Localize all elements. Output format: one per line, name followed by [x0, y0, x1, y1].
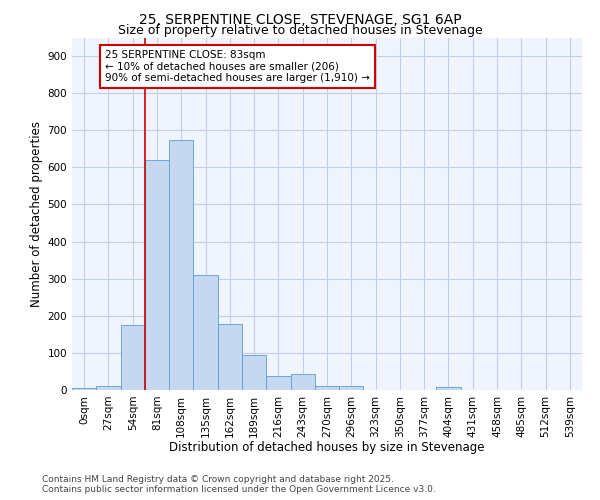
X-axis label: Distribution of detached houses by size in Stevenage: Distribution of detached houses by size …: [169, 441, 485, 454]
Bar: [193, 275, 218, 390]
Bar: [339, 386, 364, 390]
Bar: [315, 386, 339, 390]
Bar: [96, 386, 121, 390]
Bar: [242, 355, 266, 390]
Text: Size of property relative to detached houses in Stevenage: Size of property relative to detached ho…: [118, 24, 482, 37]
Text: Contains HM Land Registry data © Crown copyright and database right 2025.
Contai: Contains HM Land Registry data © Crown c…: [42, 474, 436, 494]
Bar: [290, 374, 315, 390]
Bar: [145, 160, 169, 390]
Bar: [218, 324, 242, 390]
Y-axis label: Number of detached properties: Number of detached properties: [31, 120, 43, 306]
Bar: [121, 325, 145, 390]
Bar: [72, 388, 96, 390]
Bar: [266, 376, 290, 390]
Bar: [169, 140, 193, 390]
Text: 25, SERPENTINE CLOSE, STEVENAGE, SG1 6AP: 25, SERPENTINE CLOSE, STEVENAGE, SG1 6AP: [139, 12, 461, 26]
Text: 25 SERPENTINE CLOSE: 83sqm
← 10% of detached houses are smaller (206)
90% of sem: 25 SERPENTINE CLOSE: 83sqm ← 10% of deta…: [105, 50, 370, 83]
Bar: [436, 388, 461, 390]
